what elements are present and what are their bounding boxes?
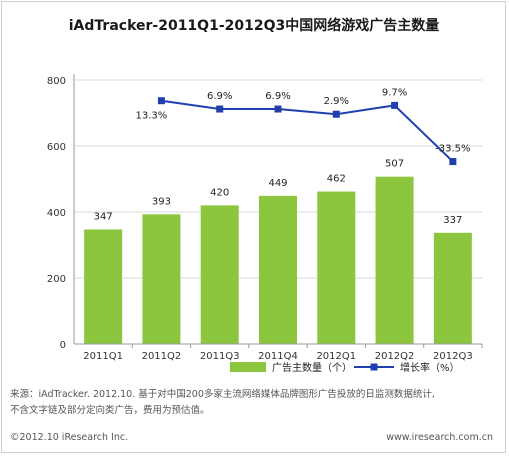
bar-value-label: 337	[443, 215, 462, 226]
y-tick-label: 400	[47, 208, 66, 219]
bar-2011Q4	[259, 195, 297, 344]
bar-2012Q3	[433, 232, 472, 344]
growth-rate-label: 13.3%	[136, 111, 168, 122]
chart-title: iAdTracker-2011Q1-2012Q3中国网络游戏广告主数量	[69, 17, 440, 34]
legend-bar-swatch	[230, 362, 266, 372]
source-note-line1: 来源：iAdTracker. 2012.10. 基于对中国200多家主流网络媒体…	[10, 389, 435, 400]
x-tick-label: 2011Q1	[83, 351, 123, 362]
growth-rate-point-2012Q3	[449, 158, 457, 166]
growth-rate-label: 6.9%	[207, 91, 232, 102]
bar-2011Q1	[84, 229, 123, 344]
growth-rate-label: 9.7%	[382, 87, 407, 98]
legend-bar-label: 广告主数量（个）	[272, 361, 352, 374]
bar-2011Q3	[200, 205, 239, 344]
y-tick-label: 0	[60, 340, 66, 351]
bar-value-label: 347	[94, 211, 113, 222]
x-tick-label: 2012Q3	[433, 351, 473, 362]
x-tick-label: 2011Q4	[258, 351, 298, 362]
y-tick-label: 200	[47, 274, 66, 285]
bar-value-label: 462	[327, 174, 346, 185]
bar-value-label: 449	[268, 178, 287, 189]
source-note-line2: 不含文字链及部分定向类广告，费用为预估值。	[10, 405, 210, 416]
growth-rate-label: 2.9%	[324, 96, 349, 107]
y-tick-label: 800	[47, 76, 66, 87]
bar-2012Q2	[375, 176, 414, 344]
bar-value-label: 507	[385, 159, 404, 170]
y-tick-label: 600	[47, 142, 66, 153]
growth-rate-label: 6.9%	[265, 91, 290, 102]
copyright-text: ©2012.10 iResearch Inc.	[10, 432, 129, 443]
bar-value-label: 393	[152, 196, 171, 207]
growth-rate-point-2011Q4	[274, 105, 282, 113]
growth-rate-line	[161, 99, 454, 163]
website-link[interactable]: www.iresearch.com.cn	[386, 432, 493, 443]
bar-value-label: 420	[210, 187, 229, 198]
growth-rate-point-2012Q1	[332, 110, 340, 118]
x-tick-label: 2012Q2	[375, 351, 415, 362]
x-tick-label: 2011Q2	[142, 351, 182, 362]
growth-rate-label: -33.5%	[435, 144, 470, 155]
legend-line-marker	[370, 363, 378, 371]
x-tick-label: 2011Q3	[200, 351, 240, 362]
chart: iAdTracker-2011Q1-2012Q3中国网络游戏广告主数量 347 3…	[47, 17, 483, 374]
growth-rate-point-2012Q2	[391, 101, 399, 109]
bar-2011Q2	[142, 214, 181, 344]
growth-rate-point-2011Q3	[216, 105, 224, 113]
bar-2012Q1	[317, 191, 356, 344]
x-tick-label: 2012Q1	[316, 351, 356, 362]
growth-rate-point-2011Q2	[157, 97, 165, 105]
legend-line-label: 增长率（%）	[400, 361, 460, 374]
